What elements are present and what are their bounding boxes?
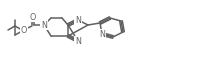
Text: O: O: [30, 12, 36, 22]
Text: N: N: [75, 15, 81, 25]
Text: N: N: [99, 30, 105, 38]
Text: N: N: [41, 20, 47, 30]
Text: O: O: [21, 25, 27, 35]
Text: N: N: [75, 37, 81, 45]
